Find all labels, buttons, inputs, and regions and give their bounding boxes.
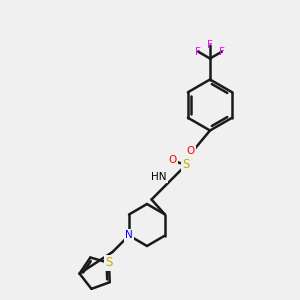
Text: F: F [195, 47, 201, 57]
Text: HN: HN [151, 172, 167, 182]
Text: O: O [186, 146, 195, 157]
Text: S: S [182, 158, 190, 172]
Text: S: S [105, 256, 113, 269]
Text: O: O [168, 155, 177, 166]
Text: F: F [219, 47, 225, 57]
Text: N: N [125, 230, 133, 241]
Text: F: F [207, 40, 213, 50]
